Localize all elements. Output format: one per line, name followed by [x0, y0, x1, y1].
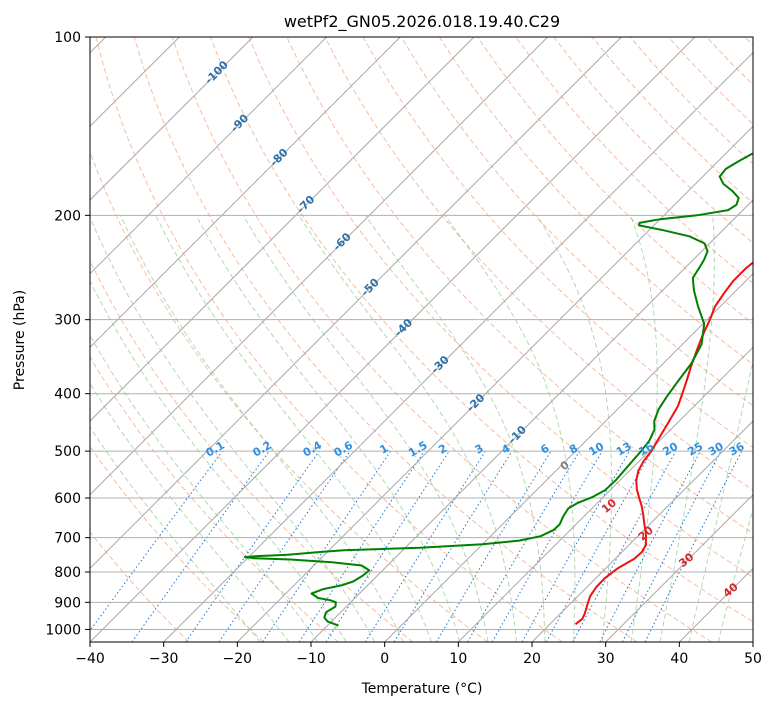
dry-adiabat [707, 37, 775, 642]
x-tick-label: 50 [744, 651, 762, 667]
moist-adiabat-label: 0 [558, 458, 572, 473]
y-tick-label: 500 [54, 444, 81, 460]
x-tick-label: 40 [670, 651, 688, 667]
isotherm-label: -30 [429, 353, 452, 376]
mixing-ratio-line [82, 451, 223, 642]
mixing-ratio-label: 3 [473, 442, 486, 457]
temperature-line [576, 37, 775, 624]
moist-adiabat-label: 10 [599, 496, 619, 516]
y-axis-label: Pressure (hPa) [12, 290, 28, 390]
moist-adiabat [196, 215, 460, 642]
x-tick-label: −30 [149, 651, 179, 667]
isotherm-line [0, 37, 253, 642]
isotherm-label: -10 [506, 423, 529, 446]
dry-adiabat [0, 37, 338, 642]
x-tick-label: −10 [296, 651, 326, 667]
dry-adiabat [745, 37, 775, 642]
mixing-ratio-line [573, 451, 676, 642]
mixing-ratio-label: 30 [706, 440, 726, 459]
y-axis: 1000 900 800 700 600 500 400 300 200 100 [45, 30, 90, 638]
isotherm-label: -50 [359, 276, 382, 299]
isotherm-line [0, 37, 327, 642]
mixing-ratio-label: 4 [499, 441, 512, 456]
mixing-ratio-label: 6 [538, 441, 551, 456]
mixing-ratio-label: 1.5 [406, 439, 429, 460]
y-tick-label: 800 [54, 565, 81, 581]
chart-title: wetPf2_GN05.2026.018.19.40.C29 [284, 12, 560, 32]
mixing-ratio-label: 0.2 [250, 439, 273, 460]
x-axis: −40 −30 −20 −10 0 10 20 30 40 50 [75, 642, 762, 667]
isotherm-line [90, 37, 695, 642]
mixing-ratio-line [299, 451, 424, 642]
dry-adiabat [363, 37, 775, 642]
y-tick-label: 300 [54, 313, 81, 329]
y-tick-label: 700 [54, 531, 81, 547]
grid-lines [0, 37, 775, 642]
dry-adiabat [668, 37, 775, 642]
dry-adiabat [134, 37, 637, 642]
mixing-ratio-label: 1 [378, 442, 391, 457]
x-tick-label: 30 [597, 651, 615, 667]
moist-adiabat [11, 215, 289, 642]
mixing-ratio-label: 0.4 [301, 438, 325, 459]
isotherm-line [311, 37, 775, 642]
x-tick-label: 0 [380, 651, 389, 667]
y-tick-label: 900 [54, 595, 81, 611]
moist-adiabat [299, 215, 517, 642]
mixing-ratio-label: 0.6 [332, 438, 356, 459]
y-tick-label: 200 [54, 208, 81, 224]
x-tick-label: 10 [449, 651, 467, 667]
mixing-ratio-label: 0.1 [203, 439, 226, 460]
mixing-ratio-label: 8 [567, 442, 580, 457]
isotherm-line [753, 37, 775, 642]
x-tick-label: 20 [523, 651, 541, 667]
moist-adiabat [689, 215, 775, 642]
dry-adiabat [20, 37, 413, 642]
isotherm-line [385, 37, 775, 642]
dry-adiabat [478, 37, 775, 642]
isotherm-line [679, 37, 775, 642]
dry-adiabat [0, 37, 189, 642]
dry-adiabat [592, 37, 775, 642]
background-lines [0, 37, 775, 642]
y-tick-label: 100 [54, 30, 81, 46]
mixing-ratio-label: 10 [587, 440, 607, 459]
dry-adiabat [516, 37, 775, 642]
moist-adiabat [156, 215, 432, 642]
y-tick-label: 600 [54, 491, 81, 507]
isotherm-line [458, 37, 775, 642]
moist-adiabat-label: 30 [676, 550, 696, 570]
dry-adiabat [172, 37, 711, 642]
mixing-ratio-label: 36 [727, 440, 747, 459]
isotherm-line [532, 37, 775, 642]
moist-adiabat [0, 215, 260, 642]
mixing-ratio-line [219, 451, 350, 642]
y-tick-label: 400 [54, 387, 81, 403]
moist-adiabat [445, 215, 575, 642]
dry-adiabat [554, 37, 775, 642]
y-tick-label: 1000 [45, 622, 81, 638]
moist-adiabat-label: 20 [636, 523, 656, 543]
mixing-ratio-label: 25 [685, 440, 705, 459]
x-axis-label: Temperature (°C) [361, 681, 483, 697]
mixing-ratio-label: 16 [636, 440, 656, 459]
x-tick-label: −40 [75, 651, 105, 667]
isotherm-label: -100 [202, 58, 231, 87]
dry-adiabat [0, 37, 264, 642]
mixing-ratio-label: 13 [614, 440, 634, 459]
moist-adiabat [631, 215, 658, 642]
x-tick-label: −20 [223, 651, 253, 667]
mixing-ratio-label: 20 [661, 440, 681, 459]
isotherm-label: -90 [228, 111, 251, 134]
isotherm-line [164, 37, 769, 642]
